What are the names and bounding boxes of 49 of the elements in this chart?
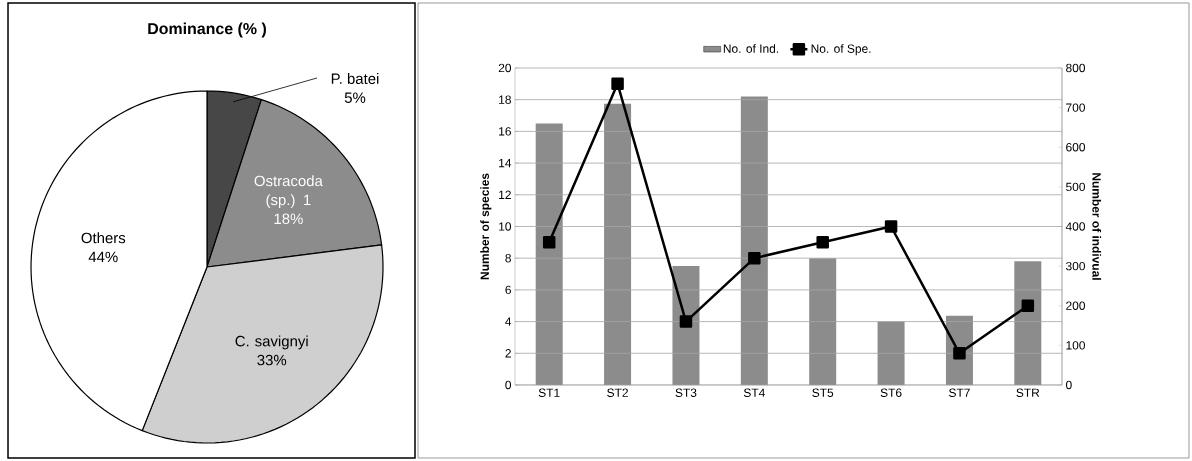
y-tick-label: 2 [505,349,511,358]
x-tick-label: ST3 [675,388,697,397]
y-axis-title: Number of species [480,173,492,280]
legend-label: No. of Ind. [723,44,779,53]
point [542,236,556,249]
y2-tick-label: 500 [1066,182,1086,192]
x-tick-label: ST2 [607,388,628,397]
point [748,251,761,265]
point [953,347,966,360]
data-label: 5% [344,92,366,103]
point [884,220,898,233]
y-tick-label: 14 [499,158,512,168]
y2-tick-label: 400 [1065,222,1086,231]
point [611,77,624,91]
y2-axis-title: Number of indivual [1092,173,1102,280]
slice-label: P. batei [331,73,379,84]
legend-label: No. of Spe. [811,44,871,56]
y-tick-label: 0 [505,380,512,390]
data-label: 33% [257,354,287,366]
y2-tick-label: 100 [1066,341,1086,350]
point [816,236,829,249]
y-tick-label: 4 [505,317,512,326]
y-tick-label: 18 [499,95,511,104]
x-tick-label: ST4 [743,388,765,397]
x-tick-label: ST5 [812,388,834,397]
slice-label: Others [81,232,126,244]
y2-tick-label: 300 [1065,261,1086,271]
x-tick-label: STR [1016,388,1040,397]
y2-tick-label: 700 [1066,103,1086,112]
chart-title: Dominance (% ) [148,22,266,38]
y2-tick-label: 200 [1066,301,1086,310]
y-tick-label: 6 [505,285,511,295]
y-tick-label: 10 [499,222,512,231]
point [679,315,693,328]
x-tick-label: ST7 [949,388,970,397]
x-tick-label: ST6 [880,388,902,397]
y2-tick-label: 0 [1066,380,1072,390]
slice-label: Ostracoda (sp.) 1 [254,175,323,209]
data-label: 44% [88,251,118,263]
point [1021,299,1035,312]
slice-label: C. savignyi [235,335,308,350]
x-tick-label: ST1 [538,388,560,397]
data-label: 18% [274,213,303,225]
y-tick-label: 8 [505,253,511,263]
y-tick-label: 12 [499,190,511,199]
y-tick-label: 16 [499,127,511,136]
y-tick-label: 20 [498,63,512,73]
y2-tick-label: 600 [1066,143,1086,152]
y2-tick-label: 800 [1066,63,1086,73]
